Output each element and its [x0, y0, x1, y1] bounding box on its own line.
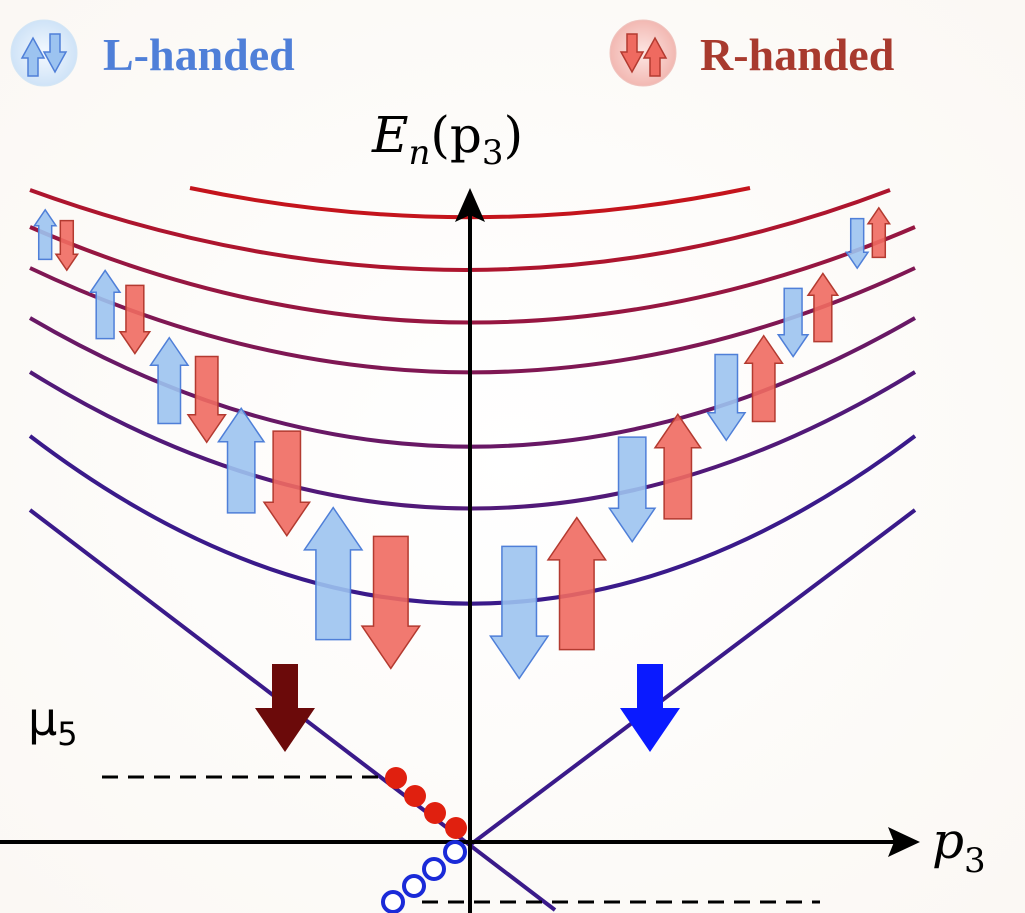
x-axis-label: p3 [932, 812, 986, 881]
x-axis-label-main: p [932, 812, 964, 870]
empty-state-dot [422, 857, 446, 881]
spin-pair [149, 336, 227, 444]
spin-down-arrow [262, 430, 312, 537]
filled-state-dot [445, 817, 467, 839]
legend-right-label: R-handed [700, 29, 895, 80]
spin-down-arrow [844, 217, 870, 270]
legend-left-spin-icon [20, 33, 68, 77]
spin-pair [844, 206, 892, 270]
spin-pair [776, 272, 840, 358]
left-chirality-down-arrow [255, 664, 315, 752]
legend-right-spin-icon [619, 33, 668, 77]
y-axis-arrowhead [455, 188, 485, 222]
spin-down-arrow [706, 353, 747, 442]
y-axis-label-arg-sub: 3 [482, 133, 504, 173]
mu5-subscript: 5 [57, 715, 77, 753]
filled-state-dot [424, 802, 446, 824]
spin-down-arrow [186, 355, 227, 444]
spin-pair [88, 269, 152, 355]
chirality-arrows [255, 664, 680, 752]
spin-pair [706, 334, 784, 442]
y-axis-label: En(p3) [371, 106, 523, 173]
spin-up-arrow [302, 506, 364, 641]
spin-up-arrow [216, 407, 266, 514]
spin-pair [302, 506, 422, 670]
spin-pair [32, 208, 80, 272]
legend-left-label: L-handed [103, 29, 295, 80]
spin-up-arrow [88, 269, 122, 340]
spin-pair [488, 516, 608, 680]
empty-state-dot [381, 890, 405, 913]
spin-pair [216, 407, 312, 537]
y-axis-label-main: E [371, 106, 409, 164]
spin-up-arrow [546, 516, 608, 651]
mu5-label: μ5 [28, 692, 78, 753]
mu5-symbol: μ [28, 692, 57, 746]
lll-right-branch [468, 508, 917, 847]
spin-pair [607, 413, 703, 543]
spin-down-arrow [607, 436, 657, 543]
legend-left-handed: L-handed [10, 19, 295, 87]
spin-arrows [32, 206, 892, 680]
spin-down-arrow [118, 284, 152, 355]
spin-down-arrow [488, 545, 550, 680]
filled-state-dot [385, 767, 407, 789]
landau-level-curve [29, 188, 891, 272]
spin-down-arrow [776, 287, 810, 358]
spin-up-arrow [32, 208, 58, 261]
empty-state-dot [443, 840, 467, 864]
spin-up-arrow [743, 334, 784, 423]
x-axis-arrowhead [888, 827, 920, 857]
spin-up-arrow [149, 336, 190, 425]
spin-up-arrow [806, 272, 840, 343]
y-axis-label-close: ) [504, 106, 524, 164]
legend-right-handed: R-handed [609, 19, 895, 87]
y-axis-label-sub: n [409, 133, 431, 173]
right-chirality-down-arrow [620, 664, 680, 752]
spin-up-arrow [866, 206, 892, 259]
spin-down-arrow [360, 535, 422, 670]
y-axis-label-arg: (p [430, 106, 482, 164]
spin-down-arrow [54, 219, 80, 272]
spin-up-arrow [653, 413, 703, 520]
empty-state-dot [402, 874, 426, 898]
axes [0, 188, 920, 913]
x-axis-label-sub: 3 [964, 841, 986, 881]
filled-state-dot [404, 785, 426, 807]
fermi-states [381, 767, 467, 913]
